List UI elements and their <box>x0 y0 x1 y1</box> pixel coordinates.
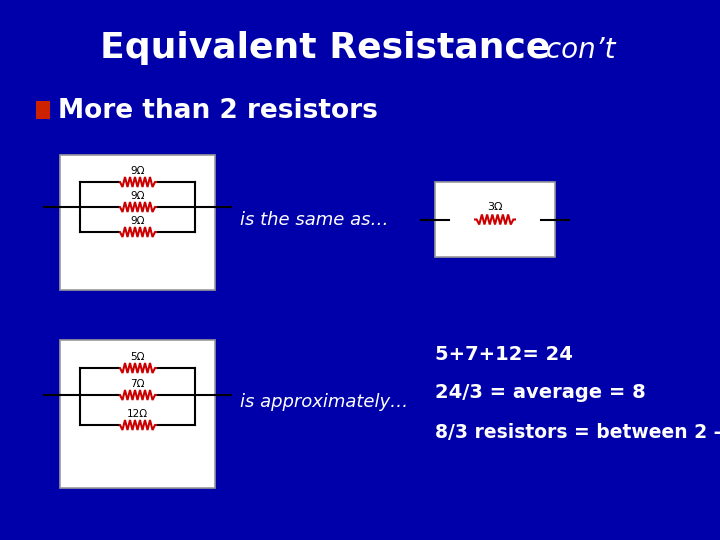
Text: 5+7+12= 24: 5+7+12= 24 <box>435 346 573 365</box>
Text: 12Ω: 12Ω <box>127 409 148 419</box>
Bar <box>435 182 555 257</box>
Text: 5Ω: 5Ω <box>130 352 145 362</box>
Text: 8/3 resistors = between 2 - 3: 8/3 resistors = between 2 - 3 <box>435 422 720 442</box>
Text: 24/3 = average = 8: 24/3 = average = 8 <box>435 383 646 402</box>
Text: 3Ω: 3Ω <box>487 201 503 212</box>
Bar <box>36 101 50 119</box>
Text: 9Ω: 9Ω <box>130 191 145 201</box>
Text: Equivalent Resistance: Equivalent Resistance <box>100 31 550 65</box>
Text: is the same as…: is the same as… <box>240 211 389 229</box>
Text: 7Ω: 7Ω <box>130 379 145 389</box>
Text: 9Ω: 9Ω <box>130 216 145 226</box>
Bar <box>60 155 215 290</box>
Text: is approximately…: is approximately… <box>240 393 408 411</box>
Bar <box>60 340 215 488</box>
Text: More than 2 resistors: More than 2 resistors <box>58 98 378 124</box>
Text: 9Ω: 9Ω <box>130 166 145 176</box>
Text: con’t: con’t <box>537 36 616 64</box>
